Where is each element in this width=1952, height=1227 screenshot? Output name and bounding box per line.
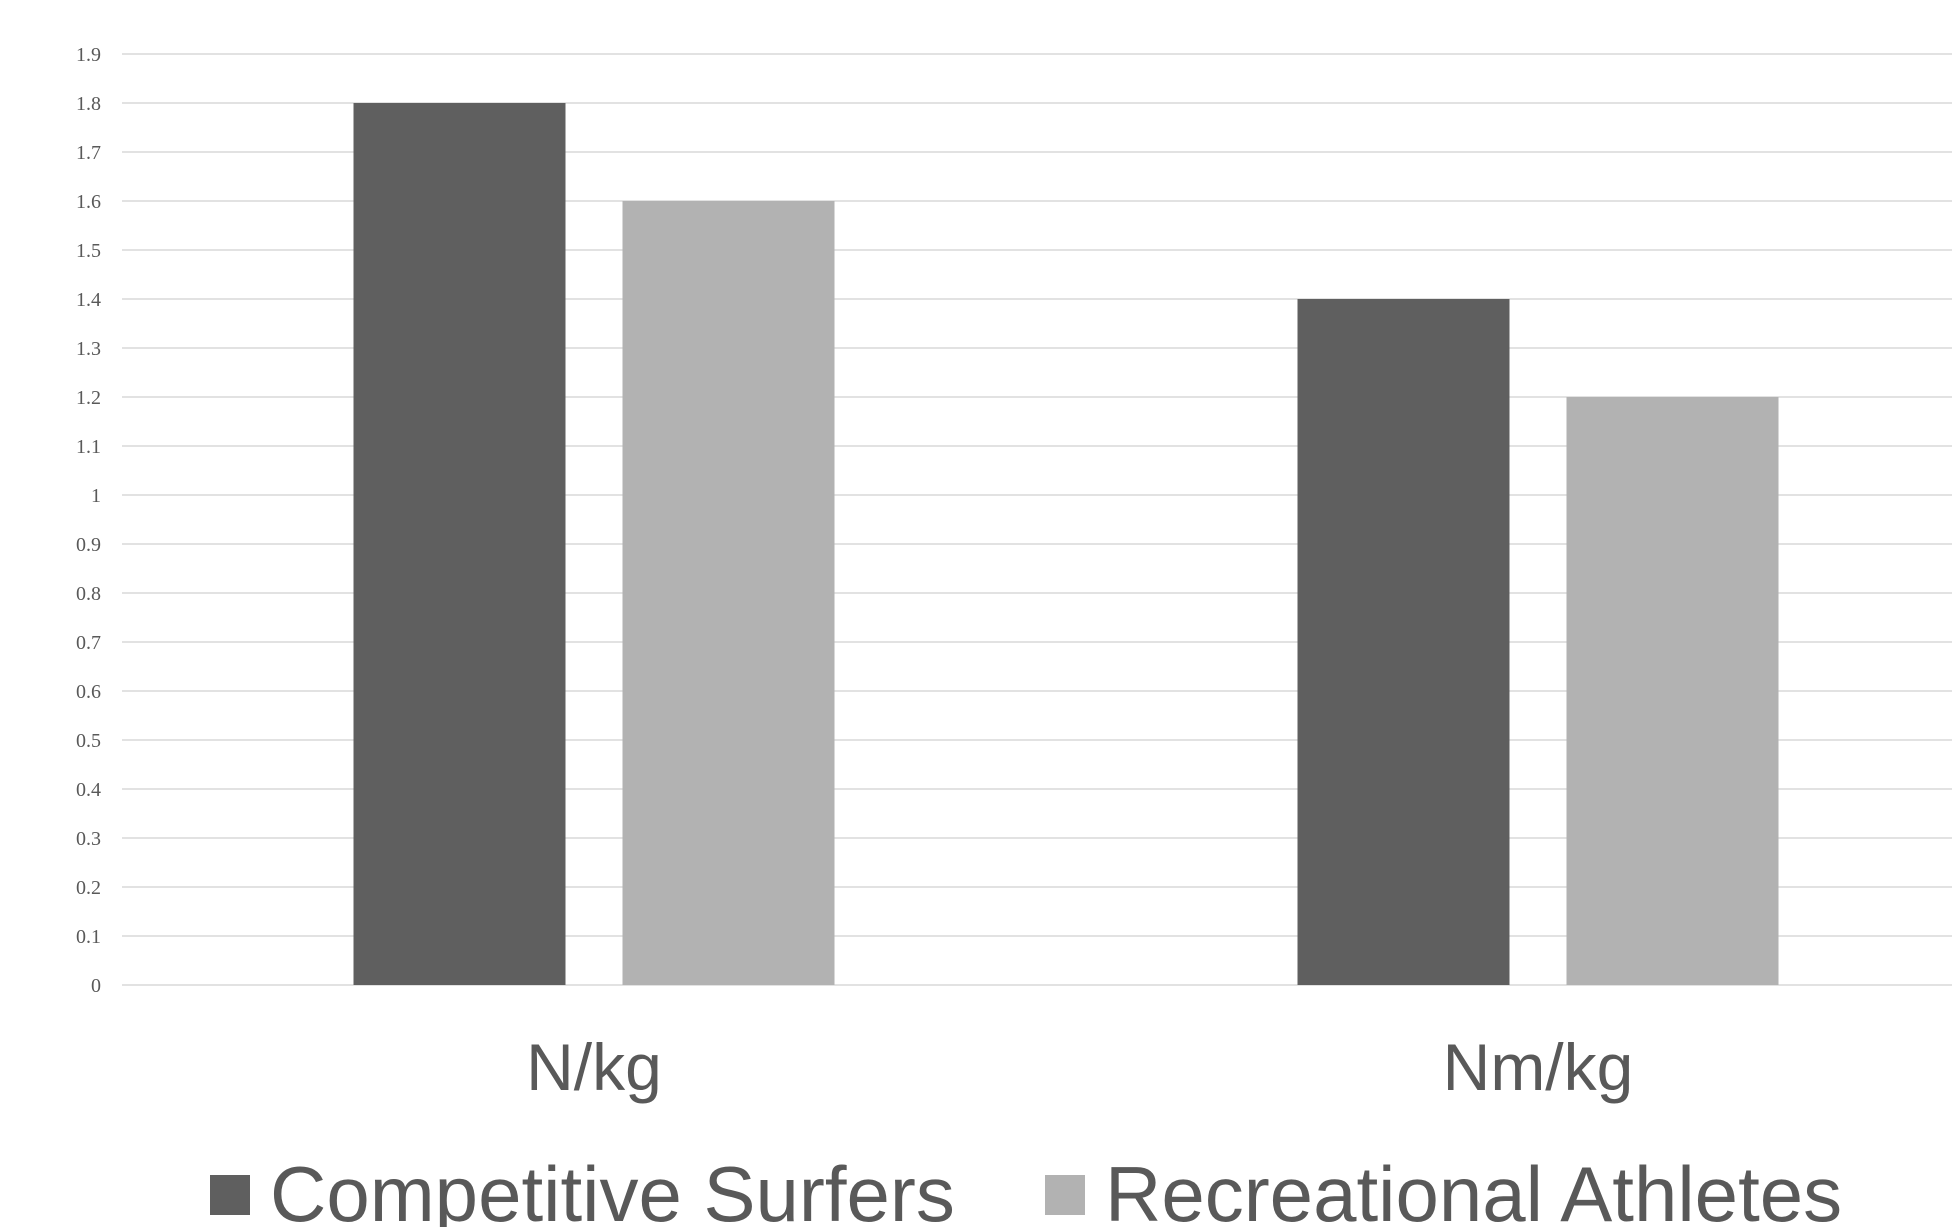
y-tick-label: 1.6	[76, 191, 101, 213]
y-axis-tick-labels: 0 0.1 0.2 0.3 0.4 0.5 0.6 0.7 0.8 0.9 1 1.1 1.2 1.3 1.…	[76, 44, 101, 997]
x-category-label: Nm/kg	[1443, 1030, 1634, 1104]
bars	[353, 103, 1779, 985]
y-tick-label: 1.5	[76, 240, 101, 262]
y-tick-label: 0.7	[76, 632, 101, 654]
bar	[353, 103, 566, 985]
legend: Competitive Surfers Recreational Athletes	[210, 1150, 1842, 1227]
bar	[1297, 299, 1510, 985]
y-tick-label: 1.7	[76, 142, 101, 164]
y-tick-label: 0.6	[76, 681, 101, 703]
y-tick-label: 0.5	[76, 730, 101, 752]
legend-label: Recreational Athletes	[1105, 1150, 1842, 1227]
y-tick-label: 0	[91, 975, 101, 997]
y-tick-label: 0.3	[76, 828, 101, 850]
y-tick-label: 1.4	[76, 289, 101, 311]
x-axis-category-labels: N/kg Nm/kg	[526, 1030, 1633, 1104]
x-category-label: N/kg	[526, 1030, 662, 1104]
y-tick-label: 1.1	[76, 436, 101, 458]
y-tick-label: 0.1	[76, 926, 101, 948]
legend-swatch	[1045, 1175, 1085, 1215]
bar	[1566, 397, 1779, 985]
y-tick-label: 1.3	[76, 338, 101, 360]
y-tick-label: 0.8	[76, 583, 101, 605]
y-tick-label: 1.2	[76, 387, 101, 409]
bar	[622, 201, 835, 985]
y-tick-label: 1.9	[76, 44, 101, 66]
y-tick-label: 1	[91, 485, 101, 507]
y-tick-label: 0.4	[76, 779, 101, 801]
legend-swatch	[210, 1175, 250, 1215]
y-tick-label: 1.8	[76, 93, 101, 115]
y-tick-label: 0.9	[76, 534, 101, 556]
y-tick-label: 0.2	[76, 877, 101, 899]
legend-label: Competitive Surfers	[270, 1150, 955, 1227]
